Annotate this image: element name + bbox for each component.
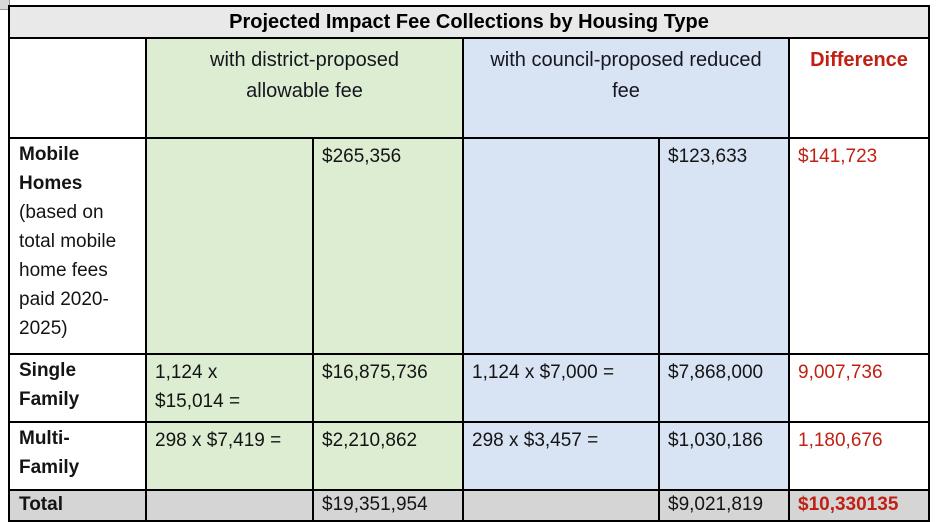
cell-multi-reduced-value: $1,030,186: [658, 421, 790, 492]
column-header-difference: Difference: [787, 37, 931, 140]
cell-mobile-allowable-value: $265,356: [312, 137, 464, 356]
cell-total-difference: $10,330135: [787, 489, 931, 522]
impact-fee-table: Projected Impact Fee Collections by Hous…: [7, 4, 931, 522]
cell-mobile-difference: $141,723: [787, 137, 931, 356]
header-empty-cell: [8, 37, 147, 140]
column-header-council-proposed: with council-proposed reduced fee: [462, 37, 790, 140]
title-row: Projected Impact Fee Collections by Hous…: [7, 4, 931, 40]
table-row-multi-family: Multi- Family 298 x $7,419 = $2,210,862 …: [8, 421, 931, 492]
impact-fee-table-container: Projected Impact Fee Collections by Hous…: [7, 4, 931, 522]
cell-mobile-allowable-calc: [145, 137, 314, 356]
cell-single-allowable-value: $16,875,736: [312, 353, 464, 424]
cell-single-allowable-calc: 1,124 x $15,014 =: [145, 353, 314, 424]
table-row-mobile-homes: Mobile Homes (based on total mobile home…: [8, 137, 931, 356]
cell-mobile-reduced-value: $123,633: [658, 137, 790, 356]
cell-total-reduced-calc: [462, 489, 660, 522]
row-label-text: Multi- Family: [19, 428, 80, 479]
cell-total-reduced-value: $9,021,819: [658, 489, 790, 522]
cell-multi-allowable-value: $2,210,862: [312, 421, 464, 492]
table-row-single-family: Single Family 1,124 x $15,014 = $16,875,…: [8, 353, 931, 424]
cell-multi-difference: 1,180,676: [787, 421, 931, 492]
screen-edge-artifact: [0, 0, 10, 10]
cell-total-allowable-value: $19,351,954: [312, 489, 464, 522]
header-row: with district-proposed allowable fee wit…: [8, 37, 931, 140]
row-label-mobile-homes: Mobile Homes (based on total mobile home…: [8, 137, 147, 356]
cell-total-allowable-calc: [145, 489, 314, 522]
cell-mobile-reduced-calc: [462, 137, 660, 356]
row-label-multi-family: Multi- Family: [8, 421, 147, 492]
cell-multi-allowable-calc: 298 x $7,419 =: [145, 421, 314, 492]
row-label-text: Mobile Homes: [19, 144, 83, 195]
total-label: Total: [8, 489, 147, 522]
cell-multi-reduced-calc: 298 x $3,457 =: [462, 421, 660, 492]
table-row-total: Total $19,351,954 $9,021,819 $10,330135: [8, 489, 931, 522]
column-header-district-proposed: with district-proposed allowable fee: [145, 37, 464, 140]
cell-single-reduced-value: $7,868,000: [658, 353, 790, 424]
row-label-note: (based on total mobile home fees paid 20…: [19, 202, 117, 339]
cell-single-difference: 9,007,736: [787, 353, 931, 424]
table-title: Projected Impact Fee Collections by Hous…: [7, 4, 931, 40]
row-label-text: Single Family: [19, 360, 80, 411]
row-label-single-family: Single Family: [8, 353, 147, 424]
cell-single-reduced-calc: 1,124 x $7,000 =: [462, 353, 660, 424]
